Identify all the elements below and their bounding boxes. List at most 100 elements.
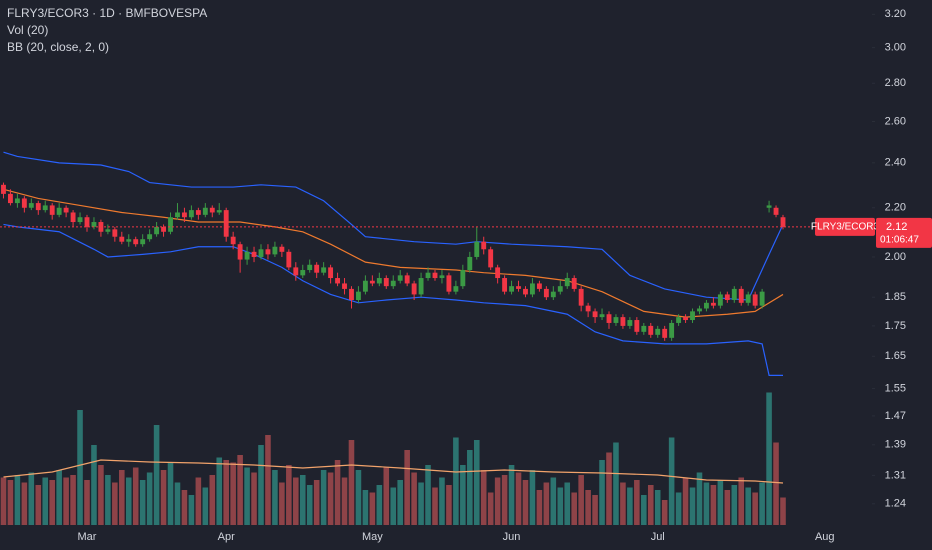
volume-bar xyxy=(661,500,668,525)
volume-bar xyxy=(313,480,320,525)
candle-body xyxy=(342,283,347,289)
volume-bar xyxy=(153,425,160,525)
volume-bar xyxy=(202,487,209,525)
candle-body xyxy=(425,272,431,279)
candle-body xyxy=(690,311,695,321)
volume-bar xyxy=(745,487,751,525)
candle-body xyxy=(530,283,535,295)
candle-body xyxy=(376,278,382,284)
candle-body xyxy=(230,236,236,245)
candle-body xyxy=(481,241,487,250)
candle-body xyxy=(105,229,111,232)
candle-body xyxy=(14,198,20,204)
volume-bar xyxy=(188,495,195,525)
volume-bar xyxy=(404,450,410,525)
volume-bar xyxy=(209,475,216,525)
y-tick-label: 1.24 xyxy=(885,498,906,510)
volume-bar xyxy=(446,485,452,525)
candle-body xyxy=(704,302,709,309)
volume-bar xyxy=(341,477,348,525)
candle-body xyxy=(676,317,682,323)
volume-bar xyxy=(139,480,146,525)
volume-bar xyxy=(641,495,647,525)
volume-bar xyxy=(348,440,355,525)
y-tick-label: 2.60 xyxy=(885,115,906,127)
candle-body xyxy=(488,249,494,268)
candle-body xyxy=(237,244,243,260)
candle-body xyxy=(70,212,76,223)
candle-body xyxy=(279,246,285,252)
volume-bar xyxy=(181,490,188,525)
volume-bar xyxy=(460,465,466,525)
candle-body xyxy=(578,288,584,306)
volume-bar xyxy=(119,470,125,525)
volume-bar xyxy=(425,465,431,525)
candle-body xyxy=(133,239,139,245)
candle-body xyxy=(84,217,90,227)
candle-body xyxy=(202,207,208,215)
volume-bar xyxy=(272,470,278,525)
volume-bar xyxy=(42,477,49,525)
volume-bar xyxy=(293,477,299,525)
candle-body xyxy=(766,205,772,208)
candle-body xyxy=(474,241,480,257)
candle-body xyxy=(356,291,361,301)
candle-body xyxy=(369,280,375,284)
plot-area xyxy=(0,151,815,525)
volume-bar xyxy=(536,490,543,525)
candle-body xyxy=(418,278,424,295)
candle-body xyxy=(502,278,508,292)
candle-body xyxy=(516,286,521,289)
volume-bar xyxy=(216,457,223,525)
candle-body xyxy=(154,226,160,235)
candle-body xyxy=(307,264,313,271)
symbol-tag xyxy=(815,217,875,236)
candle-body xyxy=(724,294,730,301)
volume-bar xyxy=(703,482,710,525)
volume-bar xyxy=(494,477,501,525)
volume-bar xyxy=(439,477,445,525)
x-tick-label: Mar xyxy=(78,531,97,543)
symbol-tag-label: FLRY3/ECOR3 xyxy=(811,222,880,233)
volume-bar xyxy=(689,487,696,525)
volume-bar xyxy=(522,480,529,525)
price-tag-label: 2.12 xyxy=(886,221,907,233)
volume-bar xyxy=(28,472,35,525)
volume-bar xyxy=(84,480,90,525)
volume-bar xyxy=(376,485,383,525)
bollinger-line xyxy=(3,188,784,318)
volume-bar xyxy=(675,492,682,525)
volume-bar xyxy=(696,472,703,525)
y-tick-label: 1.55 xyxy=(885,382,906,394)
x-tick-label: Jun xyxy=(503,531,521,543)
candle-body xyxy=(460,270,466,287)
volume-bar xyxy=(432,487,438,525)
volume-bar xyxy=(369,492,376,525)
candle-body xyxy=(550,291,556,298)
volume-bar xyxy=(668,437,675,525)
candle-body xyxy=(258,249,264,257)
volume-bar xyxy=(237,455,243,525)
candle-body xyxy=(495,267,501,279)
x-tick-label: May xyxy=(362,531,383,543)
candle-body xyxy=(543,288,549,298)
candle-body xyxy=(446,275,452,292)
candle-body xyxy=(641,325,647,332)
candle-body xyxy=(126,239,132,242)
candle-body xyxy=(773,207,779,215)
candle-body xyxy=(738,288,744,303)
y-tick-label: 3.20 xyxy=(885,8,906,20)
indicator-lines xyxy=(3,151,784,484)
candle-body xyxy=(390,280,396,287)
candle-body xyxy=(585,305,591,312)
volume-bar xyxy=(56,470,62,525)
candle-body xyxy=(321,267,327,273)
volume-bar xyxy=(306,485,313,525)
volume-bar xyxy=(710,485,717,525)
candle-body xyxy=(648,325,654,335)
candle-body xyxy=(509,286,514,292)
volume-bar xyxy=(418,482,424,525)
volume-bar xyxy=(501,475,508,525)
candle-body xyxy=(21,198,27,208)
